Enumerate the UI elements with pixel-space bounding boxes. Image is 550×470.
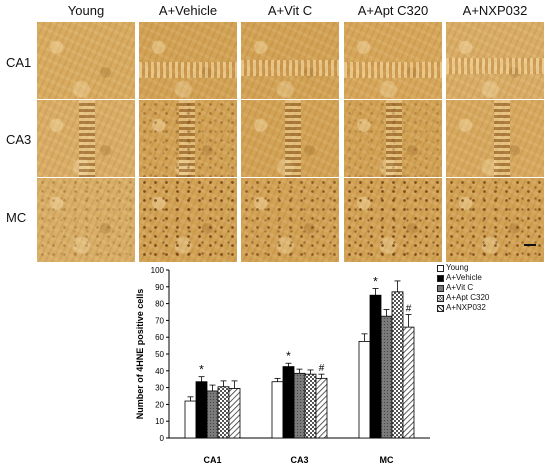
bar-mc-a-apt-c320 (391, 291, 404, 439)
y-tick-label-80: 80 (155, 300, 164, 309)
chart-legend: Young A+Vehicle A+Vit C A+Apt C320 A+NXP… (437, 263, 489, 313)
significance-mark-ca3-a-nxp032: # (319, 363, 325, 374)
bar-ca3-a-apt-c320 (304, 373, 317, 439)
bar-ca1-a-vit-c (206, 390, 219, 439)
bar-ca1-a-apt-c320 (217, 386, 230, 439)
column-header-a-vehicle: A+Vehicle (158, 3, 218, 18)
bar-ca3-a-nxp032 (315, 377, 328, 439)
legend-item-young: Young (437, 263, 489, 273)
y-tick-label-100: 100 (151, 266, 165, 275)
micrograph-mc-a-vehicle (138, 177, 238, 263)
significance-mark-mc-a-nxp032: # (406, 304, 412, 315)
bar-ca3-a-vit-c (293, 372, 306, 439)
x-category-label-ca3: CA3 (290, 455, 308, 465)
legend-label-a-apt-c320: A+Apt C320 (446, 293, 490, 302)
y-tick-label-20: 20 (155, 400, 164, 409)
column-header-a-apt-c320: A+Apt C320 (357, 3, 429, 18)
legend-swatch-a-apt-c320 (437, 294, 444, 302)
micrograph-mc-young (36, 177, 136, 263)
row-label-ca3: CA3 (6, 132, 32, 147)
column-header-a-nxp032: A+NXP032 (462, 3, 528, 18)
significance-mark-mc-a-vehicle: * (373, 274, 378, 288)
legend-swatch-a-vehicle (437, 274, 444, 282)
micrograph-ca1-a-vehicle (138, 21, 238, 107)
micrograph-ca3-a-vehicle (138, 99, 238, 185)
significance-mark-ca1-a-vehicle: * (199, 363, 204, 377)
row-label-ca1: CA1 (6, 55, 32, 70)
row-label-mc: MC (6, 210, 27, 225)
column-header-a-vit-c: A+Vit C (267, 3, 313, 18)
bar-ca3-a-vehicle (282, 366, 295, 439)
micrograph-ca3-a-nxp032 (445, 99, 545, 185)
y-tick-label-60: 60 (155, 333, 164, 342)
legend-swatch-young (437, 264, 444, 272)
legend-item-a-vehicle: A+Vehicle (437, 273, 489, 283)
legend-item-a-nxp032: A+NXP032 (437, 303, 489, 313)
micrograph-mc-a-apt-c320 (343, 177, 443, 263)
bar-mc-a-nxp032 (402, 326, 415, 439)
legend-swatch-a-vit-c (437, 284, 444, 292)
bar-mc-young (358, 341, 371, 439)
bar-mc-a-vehicle (369, 294, 382, 439)
y-tick-label-70: 70 (155, 316, 164, 325)
micrograph-mc-a-vit-c (240, 177, 340, 263)
y-tick-label-10: 10 (155, 417, 164, 426)
micrograph-ca1-a-vit-c (240, 21, 340, 107)
bar-ca1-a-vehicle (195, 381, 208, 439)
y-tick-label-50: 50 (155, 350, 164, 359)
micrograph-ca1-a-nxp032 (445, 21, 545, 107)
y-tick-label-30: 30 (155, 384, 164, 393)
bar-ca1-a-nxp032 (228, 388, 241, 439)
bar-chart: 0 10 20 30 40 50 60 70 80 90 100 Number of 4HNE pos… (135, 266, 430, 465)
bar-ca1-young (184, 400, 197, 439)
legend-label-young: Young (446, 263, 469, 272)
y-tick-label-90: 90 (155, 283, 164, 292)
column-header-young: Young (67, 3, 105, 18)
legend-swatch-a-nxp032 (437, 304, 444, 312)
micrograph-ca3-young (36, 99, 136, 185)
y-tick-label-0: 0 (160, 434, 165, 443)
micrograph-ca1-young (36, 21, 136, 107)
micrograph-ca3-a-apt-c320 (343, 99, 443, 185)
bar-ca3-young (271, 381, 284, 439)
legend-item-a-vit-c: A+Vit C (437, 283, 489, 293)
x-category-label-mc: MC (380, 455, 394, 465)
significance-mark-ca3-a-vehicle: * (286, 349, 291, 363)
legend-item-a-apt-c320: A+Apt C320 (437, 293, 489, 303)
y-axis-title: Number of 4HNE positive cells (135, 289, 145, 420)
scale-bar (524, 244, 536, 246)
bar-mc-a-vit-c (380, 315, 393, 439)
micrograph-ca3-a-vit-c (240, 99, 340, 185)
legend-label-a-vehicle: A+Vehicle (446, 273, 482, 282)
micrograph-ca1-a-apt-c320 (343, 21, 443, 107)
legend-label-a-vit-c: A+Vit C (446, 283, 474, 292)
legend-label-a-nxp032: A+NXP032 (446, 303, 486, 312)
y-tick-label-40: 40 (155, 367, 164, 376)
x-category-label-ca1: CA1 (203, 455, 221, 465)
micrograph-mc-a-nxp032 (445, 177, 545, 263)
